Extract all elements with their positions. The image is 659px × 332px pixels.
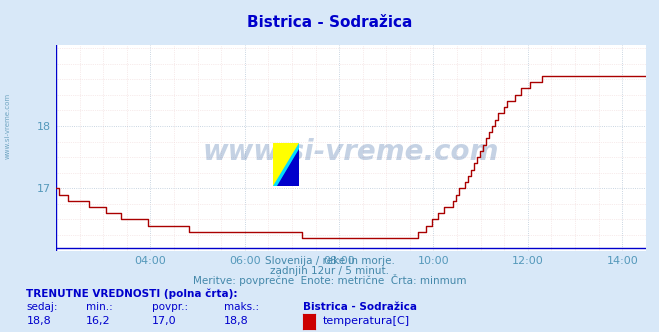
Text: min.:: min.:	[86, 302, 113, 312]
Text: TRENUTNE VREDNOSTI (polna črta):: TRENUTNE VREDNOSTI (polna črta):	[26, 289, 238, 299]
Text: 17,0: 17,0	[152, 316, 176, 326]
Text: 18,8: 18,8	[26, 316, 51, 326]
Text: Slovenija / reke in morje.: Slovenija / reke in morje.	[264, 256, 395, 266]
Text: www.si-vreme.com: www.si-vreme.com	[5, 93, 11, 159]
Text: 18,8: 18,8	[224, 316, 249, 326]
Text: Bistrica - Sodražica: Bistrica - Sodražica	[303, 302, 417, 312]
Text: Meritve: povprečne  Enote: metrične  Črta: minmum: Meritve: povprečne Enote: metrične Črta:…	[192, 274, 467, 286]
Text: sedaj:: sedaj:	[26, 302, 58, 312]
Text: Bistrica - Sodražica: Bistrica - Sodražica	[247, 15, 412, 30]
Text: www.si-vreme.com: www.si-vreme.com	[203, 138, 499, 166]
Text: maks.:: maks.:	[224, 302, 259, 312]
Text: povpr.:: povpr.:	[152, 302, 188, 312]
Polygon shape	[273, 143, 299, 186]
Polygon shape	[277, 149, 299, 186]
Text: temperatura[C]: temperatura[C]	[323, 316, 410, 326]
Text: 16,2: 16,2	[86, 316, 110, 326]
Text: zadnjih 12ur / 5 minut.: zadnjih 12ur / 5 minut.	[270, 266, 389, 276]
Polygon shape	[273, 143, 299, 186]
